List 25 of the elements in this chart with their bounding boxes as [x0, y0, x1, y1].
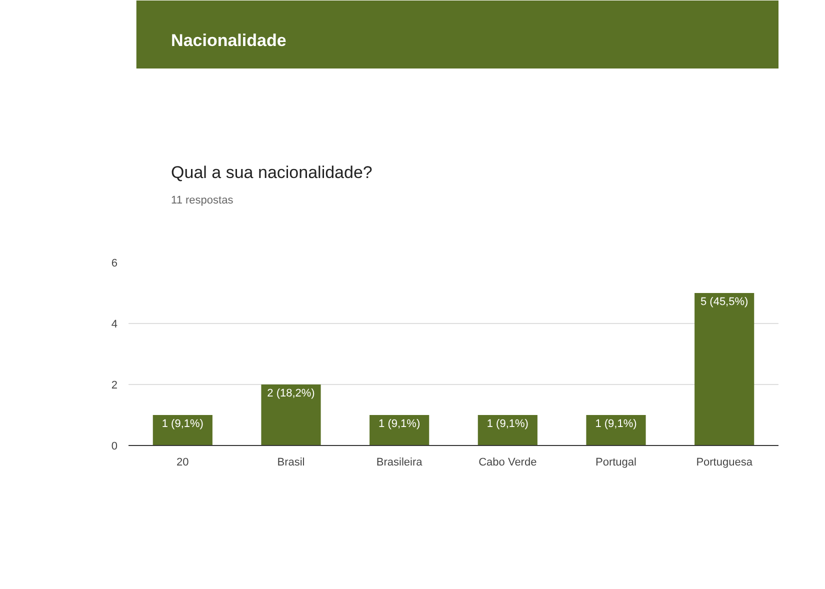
bar [694, 293, 754, 446]
bar [370, 415, 430, 446]
data-label: 5 (45,5%) [700, 296, 748, 308]
x-tick-label: 20 [176, 456, 189, 468]
x-tick-label: Portugal [596, 456, 636, 468]
y-tick-label: 4 [111, 318, 118, 330]
data-label: 1 (9,1%) [378, 418, 420, 430]
chart-subtitle: Qual a sua nacionalidade? [171, 163, 372, 182]
data-label: 1 (9,1%) [162, 418, 204, 430]
text: 11 respostas [171, 194, 234, 206]
y-tick-label: 2 [111, 380, 118, 392]
chart-title: Nacionalidade [171, 31, 286, 50]
x-tick-label: Cabo Verde [478, 456, 537, 468]
data-label: 1 (9,1%) [486, 418, 528, 430]
data-label: 2 (18,2%) [267, 388, 315, 400]
bar [586, 415, 646, 446]
data-label: 1 (9,1%) [595, 418, 637, 430]
y-tick-label: 6 [111, 258, 118, 270]
x-tick-label: Brasil [277, 456, 305, 468]
x-tick-label: Brasileira [376, 456, 424, 468]
y-tick-label: 0 [111, 440, 118, 452]
x-tick-label: Portuguesa [696, 456, 754, 468]
bar [478, 415, 538, 446]
bar [152, 415, 212, 446]
bar [261, 384, 321, 446]
